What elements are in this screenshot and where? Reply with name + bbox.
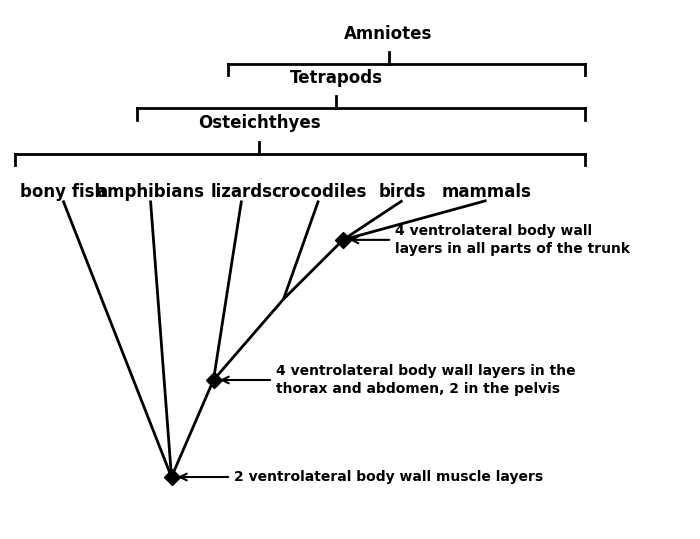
Text: Osteichthyes: Osteichthyes: [197, 114, 321, 132]
Text: amphibians: amphibians: [97, 183, 204, 201]
Text: crocodiles: crocodiles: [271, 183, 366, 201]
Text: 4 ventrolateral body wall layers in the
thorax and abdomen, 2 in the pelvis: 4 ventrolateral body wall layers in the …: [276, 364, 576, 396]
Text: lizards: lizards: [211, 183, 272, 201]
Text: Amniotes: Amniotes: [344, 25, 433, 43]
Text: Tetrapods: Tetrapods: [290, 70, 382, 87]
Text: 2 ventrolateral body wall muscle layers: 2 ventrolateral body wall muscle layers: [234, 470, 544, 484]
Text: bony fish: bony fish: [20, 183, 106, 201]
Text: 4 ventrolateral body wall
layers in all parts of the trunk: 4 ventrolateral body wall layers in all …: [395, 224, 631, 256]
Text: mammals: mammals: [442, 183, 531, 201]
Text: birds: birds: [379, 183, 426, 201]
